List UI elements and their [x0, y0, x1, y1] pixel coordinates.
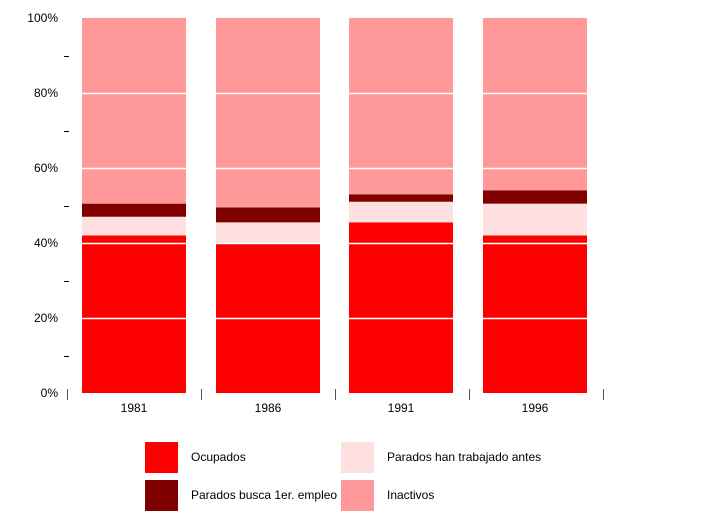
gridlines-group [82, 92, 587, 320]
bars-group [82, 18, 587, 393]
y-tick-label: 100% [27, 11, 58, 25]
bar-segment-1981-ocupados [82, 235, 186, 393]
y-tick-label: 80% [34, 86, 58, 100]
bar-segment-1986-parados-han-trabajado-antes [216, 222, 320, 243]
bar-segment-1986-parados-busca-1er-empleo [216, 207, 320, 223]
x-tick-label: 1991 [388, 401, 415, 415]
bar-segment-1991-parados-han-trabajado-antes [349, 201, 453, 223]
x-tick-label: 1986 [255, 401, 282, 415]
bar-segment-1986-inactivos [216, 18, 320, 208]
y-axis: 0% 20% 40% 60% 80% 100% [27, 11, 69, 400]
bar-segment-1981-inactivos [82, 18, 186, 204]
y-tick-label: 0% [41, 386, 59, 400]
y-tick-label: 40% [34, 236, 58, 250]
bar-segment-1996-parados-han-trabajado-antes [483, 203, 587, 236]
x-tick-label: 1996 [522, 401, 549, 415]
bar-segment-1991-inactivos [349, 18, 453, 195]
bar-segment-1996-parados-busca-1er-empleo [483, 190, 587, 204]
bar-segment-1981-parados-han-trabajado-antes [82, 216, 186, 236]
bar-segment-1996-inactivos [483, 18, 587, 191]
bar-segment-1991-ocupados [349, 222, 453, 393]
bar-segment-1981-parados-busca-1er-empleo [82, 203, 186, 217]
x-tick-label: 1981 [121, 401, 148, 415]
x-axis: 1981 1986 1991 1996 [67, 389, 604, 415]
y-tick-label: 20% [34, 311, 58, 325]
y-tick-label: 60% [34, 161, 58, 175]
bar-segment-1991-parados-busca-1er-empleo [349, 194, 453, 202]
bar-segment-1996-ocupados [483, 235, 587, 393]
